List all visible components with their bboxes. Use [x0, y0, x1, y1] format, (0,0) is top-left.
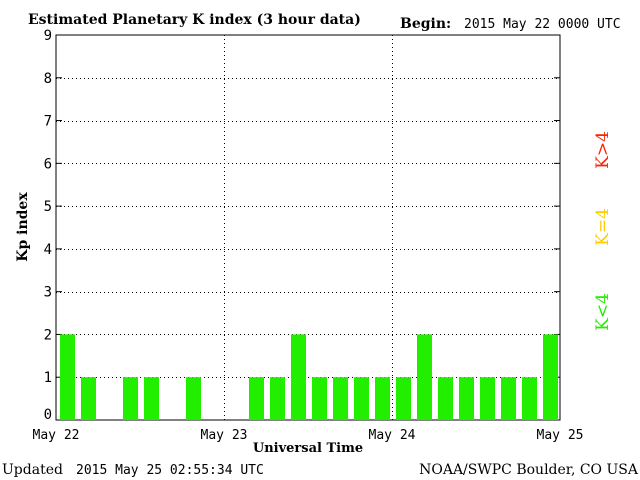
y-tick-label: 9: [44, 28, 52, 44]
updated-label: Updated: [2, 462, 63, 478]
legend-item: K=4: [593, 208, 613, 246]
updated-value: 2015 May 25 02:55:34 UTC: [76, 463, 264, 478]
begin-label: Begin:: [400, 16, 451, 32]
kp-bar: [186, 377, 201, 420]
kp-bar: [501, 377, 516, 420]
kp-bar: [144, 377, 159, 420]
y-tick-label: 2: [44, 327, 52, 343]
x-axis-label: Universal Time: [253, 441, 363, 456]
kp-bar: [81, 377, 96, 420]
source-credit: NOAA/SWPC Boulder, CO USA: [419, 462, 639, 478]
kp-bar: [312, 377, 327, 420]
kp-bar: [291, 334, 306, 420]
kp-bar: [375, 377, 390, 420]
kp-bar: [459, 377, 474, 420]
plot-frame: [55, 34, 561, 421]
kp-bar: [396, 377, 411, 420]
x-tick-label: May 22: [33, 428, 80, 443]
kp-bar: [480, 377, 495, 420]
y-tick-label: 3: [44, 285, 52, 301]
kp-bar: [270, 377, 285, 420]
legend-item: K>4: [593, 131, 613, 169]
y-tick-label: 6: [44, 156, 52, 172]
y-tick-label: 4: [44, 242, 52, 258]
kp-bar: [543, 334, 558, 420]
legend-item: K<4: [593, 293, 613, 331]
y-tick-label: 0: [44, 407, 52, 423]
y-tick-label: 5: [44, 199, 52, 215]
x-tick-label: May 23: [201, 428, 248, 443]
y-tick-label: 7: [44, 114, 52, 130]
kp-bar: [522, 377, 537, 420]
kp-bar: [354, 377, 369, 420]
x-tick-label: May 24: [369, 428, 416, 443]
plot-area: 0 1 2 3 4 5 6 7 8 9 May 22 May 23 May 24 May 25: [33, 28, 584, 443]
y-tick-label: 8: [44, 71, 52, 87]
kp-bar: [333, 377, 348, 420]
y-tick-label: 1: [44, 370, 52, 386]
kp-bar: [417, 334, 432, 420]
legend: K<4 K=4 K>4: [593, 131, 613, 331]
begin-value: 2015 May 22 0000 UTC: [464, 17, 621, 32]
kp-bar: [123, 377, 138, 420]
kp-bar: [60, 334, 75, 420]
kp-bar: [438, 377, 453, 420]
x-tick-label: May 25: [537, 428, 584, 443]
y-axis-label: Kp index: [15, 192, 31, 262]
chart-title: Estimated Planetary K index (3 hour data…: [28, 12, 361, 28]
kp-bar: [249, 377, 264, 420]
